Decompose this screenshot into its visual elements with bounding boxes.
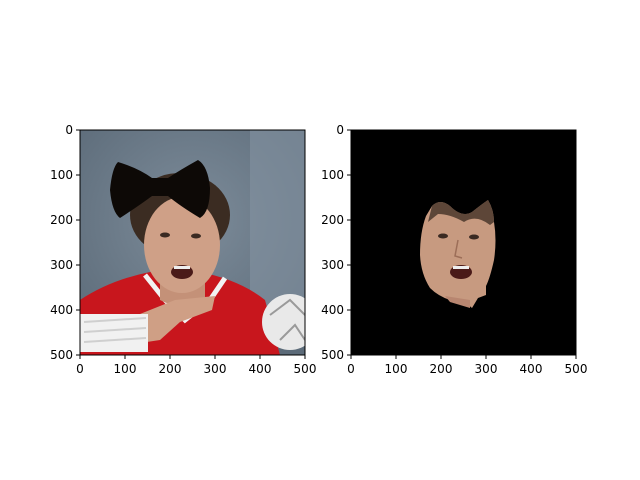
left-x-tick-label: 500 [294, 362, 317, 376]
left-y-tick-label: 200 [50, 213, 73, 227]
bow-mask-shape [110, 160, 210, 218]
left-x-tick-label: 400 [249, 362, 272, 376]
right-y-tick-label: 200 [321, 213, 344, 227]
right-y-tick-label: 300 [321, 258, 344, 272]
left-y-tick-label: 500 [50, 348, 73, 362]
left-y-tick-label: 300 [50, 258, 73, 272]
right-y-tick-label: 400 [321, 303, 344, 317]
right-x-tick-label: 0 [347, 362, 355, 376]
right-segmentation-image [351, 130, 576, 355]
left-y-tick-label: 0 [65, 123, 73, 137]
right-x-tick-label: 300 [475, 362, 498, 376]
left-x-tick-label: 300 [204, 362, 227, 376]
left-x-tick-label: 200 [159, 362, 182, 376]
right-axes-frame [350, 129, 577, 356]
right-y-tick-label: 100 [321, 168, 344, 182]
right-x-tick-label: 200 [430, 362, 453, 376]
left-x-tick-label: 100 [114, 362, 137, 376]
right-y-tick-label: 0 [336, 123, 344, 137]
left-axes-frame [79, 129, 306, 356]
left-x-tick-label: 0 [76, 362, 84, 376]
left-y-tick-label: 100 [50, 168, 73, 182]
right-x-tick-label: 400 [520, 362, 543, 376]
left-photo-image [80, 130, 305, 355]
right-x-tick-label: 500 [565, 362, 588, 376]
segmented-face-shape [420, 200, 496, 308]
right-x-tick-label: 100 [385, 362, 408, 376]
left-y-tick-label: 400 [50, 303, 73, 317]
right-y-tick-label: 500 [321, 348, 344, 362]
